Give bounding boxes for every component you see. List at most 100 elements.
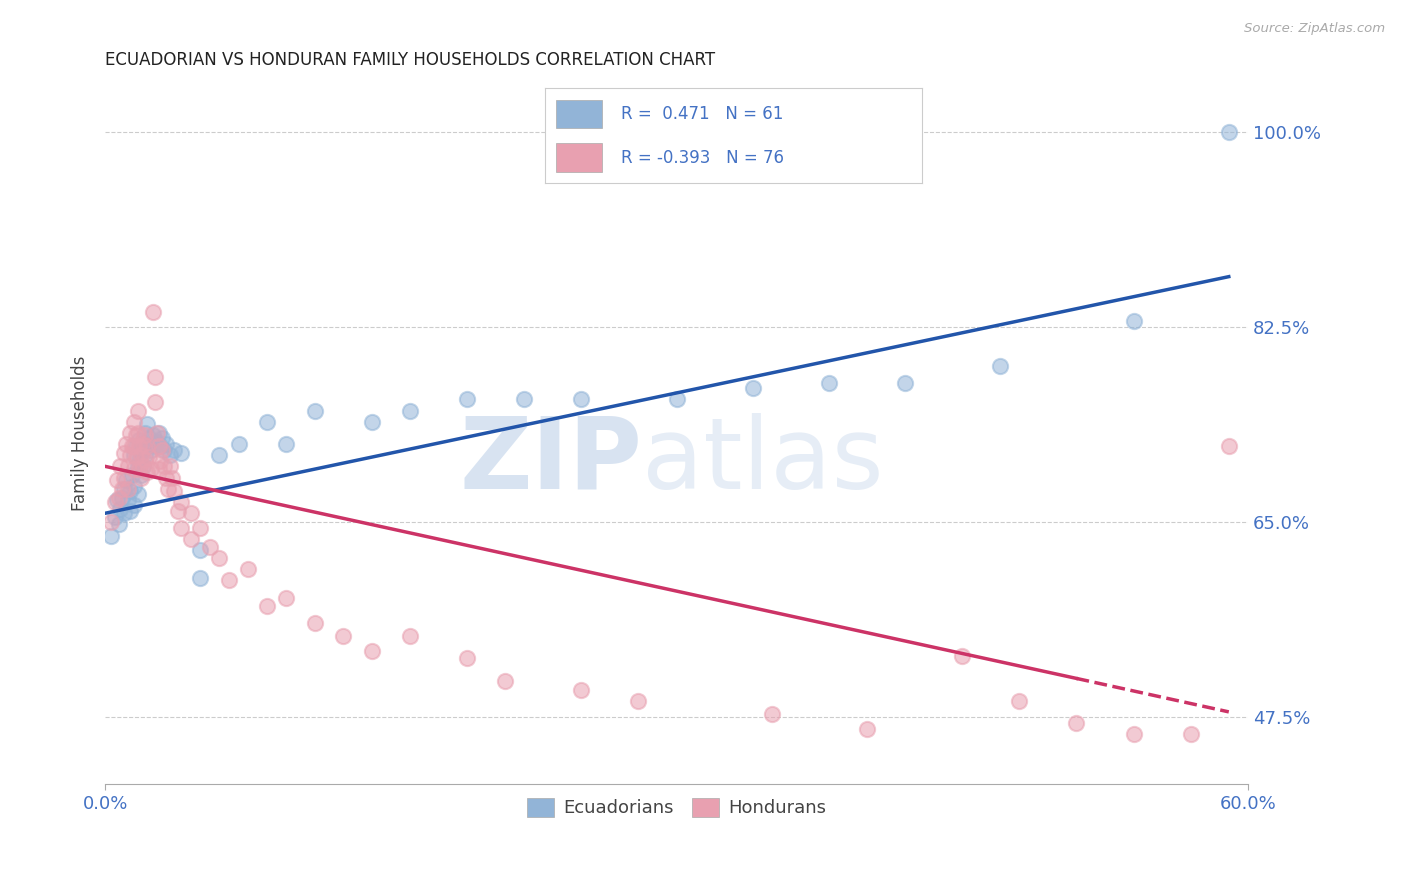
Point: [104, 509, 127, 524]
Point: [399, 403, 422, 417]
Point: [134, 448, 156, 462]
Point: [112, 482, 135, 496]
Point: [304, 615, 326, 630]
Point: [256, 599, 278, 613]
Point: [190, 543, 212, 558]
Point: [139, 442, 162, 457]
Point: [131, 446, 153, 460]
Point: [128, 454, 150, 468]
Point: [107, 491, 129, 505]
Text: Source: ZipAtlas.com: Source: ZipAtlas.com: [1244, 22, 1385, 36]
Point: [950, 649, 973, 664]
Point: [105, 473, 128, 487]
Point: [105, 492, 128, 507]
Point: [399, 629, 422, 643]
Point: [132, 437, 155, 451]
Point: [150, 442, 173, 457]
Point: [170, 446, 193, 460]
Point: [128, 433, 150, 447]
Point: [148, 425, 170, 440]
Point: [128, 461, 150, 475]
Y-axis label: Family Households: Family Households: [72, 355, 89, 510]
Point: [111, 482, 134, 496]
Point: [127, 459, 149, 474]
Point: [170, 495, 193, 509]
Point: [304, 403, 326, 417]
Point: [110, 501, 132, 516]
Point: [456, 651, 478, 665]
Point: [149, 439, 172, 453]
Point: [136, 439, 159, 453]
Point: [236, 562, 259, 576]
Point: [1180, 727, 1202, 741]
Point: [134, 428, 156, 442]
Point: [627, 694, 650, 708]
Point: [513, 392, 536, 407]
Point: [118, 483, 141, 498]
Point: [894, 376, 917, 390]
Point: [122, 448, 145, 462]
Point: [163, 442, 186, 457]
Point: [122, 479, 145, 493]
Point: [180, 532, 202, 546]
Point: [153, 442, 176, 457]
Point: [138, 450, 160, 465]
Point: [128, 439, 150, 453]
Point: [104, 495, 127, 509]
Point: [117, 459, 139, 474]
Point: [122, 439, 145, 453]
Point: [136, 417, 159, 431]
Point: [122, 461, 145, 475]
Point: [569, 682, 592, 697]
Point: [131, 448, 153, 462]
Point: [111, 491, 134, 505]
Point: [155, 470, 177, 484]
Point: [170, 521, 193, 535]
Text: ZIP: ZIP: [460, 412, 643, 509]
Point: [228, 437, 250, 451]
Point: [118, 504, 141, 518]
Point: [153, 459, 176, 474]
Point: [988, 359, 1011, 373]
Point: [143, 370, 166, 384]
Point: [112, 470, 135, 484]
Point: [818, 376, 841, 390]
Point: [115, 437, 138, 451]
Text: ECUADORIAN VS HONDURAN FAMILY HOUSEHOLDS CORRELATION CHART: ECUADORIAN VS HONDURAN FAMILY HOUSEHOLDS…: [105, 51, 716, 69]
Point: [360, 643, 382, 657]
Point: [208, 448, 231, 462]
Point: [127, 487, 149, 501]
Point: [198, 540, 221, 554]
Point: [125, 428, 148, 442]
Point: [139, 461, 162, 475]
Point: [136, 465, 159, 479]
Point: [143, 439, 166, 453]
Point: [118, 425, 141, 440]
Point: [112, 506, 135, 520]
Point: [127, 425, 149, 440]
Point: [136, 439, 159, 453]
Point: [117, 482, 139, 496]
Point: [276, 591, 298, 605]
Point: [190, 571, 212, 585]
Point: [456, 392, 478, 407]
Point: [132, 459, 155, 474]
Point: [159, 459, 181, 474]
Point: [148, 461, 170, 475]
Point: [155, 437, 177, 451]
Point: [122, 499, 145, 513]
Point: [145, 425, 167, 440]
Point: [125, 439, 148, 453]
Point: [218, 573, 240, 587]
Point: [741, 381, 763, 395]
Text: atlas: atlas: [643, 412, 884, 509]
Point: [134, 452, 156, 467]
Point: [276, 437, 298, 451]
Point: [1066, 716, 1088, 731]
Point: [122, 415, 145, 429]
Point: [132, 437, 155, 451]
Legend: Ecuadorians, Hondurans: Ecuadorians, Hondurans: [520, 791, 834, 824]
Point: [256, 415, 278, 429]
Point: [761, 707, 783, 722]
Point: [131, 468, 153, 483]
